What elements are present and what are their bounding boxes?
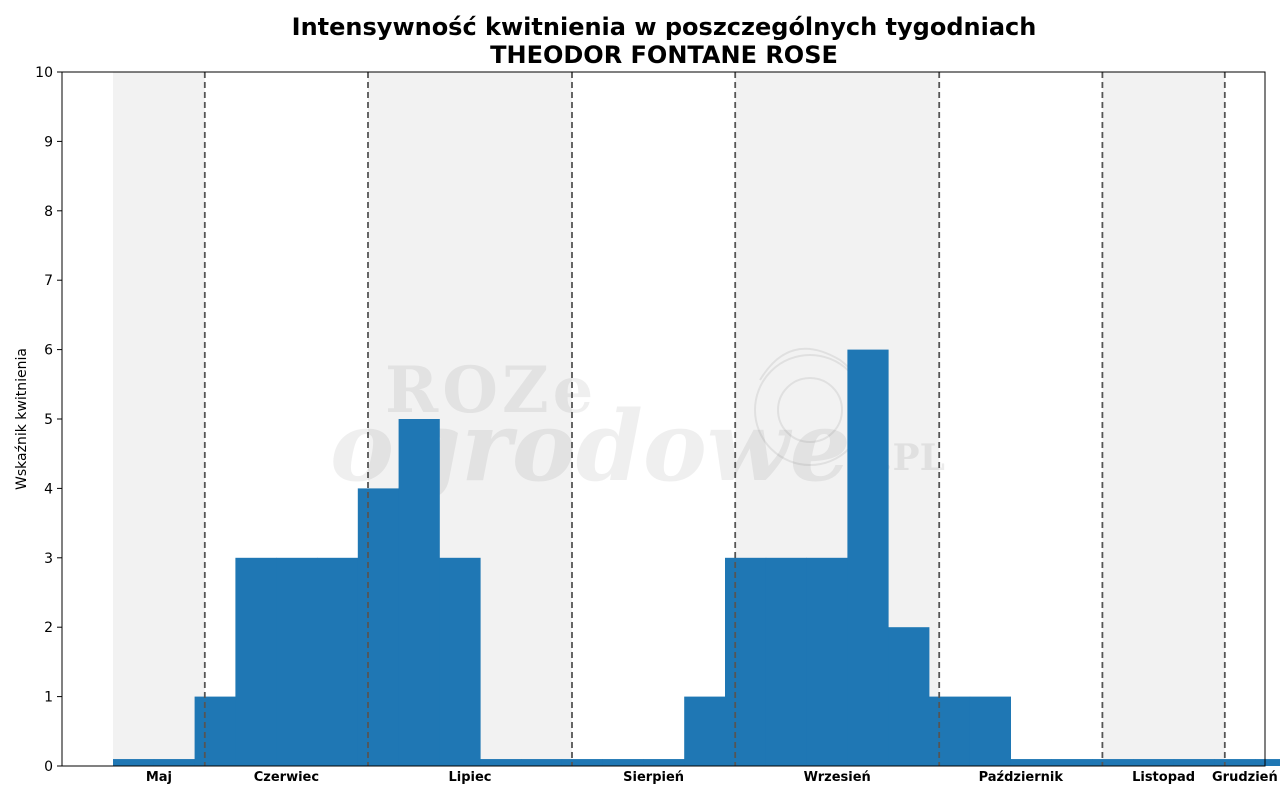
- watermark-text-pl: .PL: [880, 437, 945, 479]
- bar-week-23: [1010, 759, 1052, 766]
- month-dividers: [203, 72, 1226, 766]
- month-bands: [113, 72, 1225, 766]
- month-band-6: [1102, 72, 1225, 766]
- month-label-5: Październik: [979, 770, 1064, 785]
- month-label-6: Listopad: [1132, 770, 1195, 785]
- bar-week-25: [1092, 759, 1134, 766]
- bar-week-16: [725, 557, 767, 766]
- bar-week-29: [1255, 759, 1280, 766]
- bar-week-8: [398, 419, 440, 766]
- bar-week-5: [276, 557, 318, 766]
- bar-week-17: [765, 557, 807, 766]
- y-tick-label-6: 6: [44, 343, 53, 359]
- month-label-1: Czerwiec: [254, 770, 319, 785]
- bar-week-28: [1214, 759, 1256, 766]
- month-label-7: Grudzień: [1212, 770, 1278, 785]
- y-tick-label-5: 5: [44, 412, 53, 428]
- y-tick-label-10: 10: [35, 65, 53, 81]
- bar-week-21: [929, 696, 971, 766]
- y-axis-label: Wskaźnik kwitnienia: [14, 348, 30, 490]
- y-tick-label-1: 1: [44, 690, 53, 706]
- y-tick-label-7: 7: [44, 273, 53, 289]
- chart-subtitle: THEODOR FONTANE ROSE: [490, 41, 838, 69]
- bar-week-14: [643, 759, 685, 766]
- bar-week-6: [317, 557, 359, 766]
- month-label-4: Wrzesień: [804, 770, 871, 785]
- month-labels: Maj Czerwiec Lipiec Sierpień Wrzesień Paździe…: [146, 770, 1278, 785]
- bar-week-15: [684, 696, 726, 766]
- watermark-text-roze: ROZe: [385, 353, 597, 428]
- month-label-0: Maj: [146, 770, 172, 785]
- bar-week-13: [602, 759, 644, 766]
- y-tick-label-3: 3: [44, 551, 53, 567]
- bar-week-2: [153, 759, 195, 766]
- bar-week-9: [439, 557, 481, 766]
- bar-week-22: [969, 696, 1011, 766]
- bar-week-12: [561, 759, 603, 766]
- y-tick-label-8: 8: [44, 204, 53, 220]
- chart-title: Intensywność kwitnienia w poszczególnych…: [292, 13, 1037, 41]
- bar-week-19: [847, 349, 889, 766]
- bar-week-7: [357, 488, 399, 766]
- y-axis: 0 1 2 3 4 5 6 7 8 9 10: [35, 65, 62, 775]
- bar-week-26: [1133, 759, 1175, 766]
- month-label-2: Lipiec: [448, 770, 491, 785]
- month-band-0: [113, 72, 205, 766]
- bar-series: [113, 349, 1280, 766]
- y-tick-label-0: 0: [44, 759, 53, 775]
- y-tick-label-4: 4: [44, 481, 53, 497]
- bar-week-3: [194, 696, 236, 766]
- bar-week-1: [113, 759, 155, 766]
- bar-week-27: [1173, 759, 1215, 766]
- y-tick-label-9: 9: [44, 134, 53, 150]
- month-label-3: Sierpień: [623, 770, 684, 785]
- bar-week-11: [521, 759, 563, 766]
- bar-week-18: [806, 557, 848, 766]
- y-tick-label-2: 2: [44, 620, 53, 636]
- bar-week-10: [480, 759, 522, 766]
- bar-week-24: [1051, 759, 1093, 766]
- bar-week-4: [235, 557, 277, 766]
- bar-week-20: [888, 627, 930, 766]
